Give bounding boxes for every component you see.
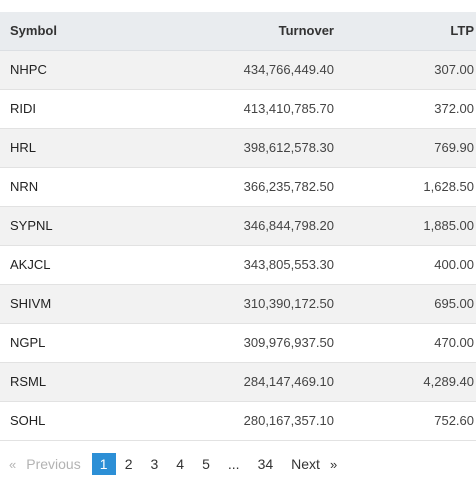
cell-symbol[interactable]: HRL bbox=[10, 140, 37, 155]
turnover-table: Symbol Turnover LTP NHPC 434,766,449.40 … bbox=[0, 12, 476, 441]
cell-turnover: 398,612,578.30 bbox=[243, 140, 334, 155]
cell-ltp: 769.90 bbox=[434, 140, 474, 155]
cell-ltp: 307.00 bbox=[434, 62, 474, 77]
turnover-table-widget: Symbol Turnover LTP NHPC 434,766,449.40 … bbox=[0, 12, 476, 480]
table-row: AKJCL 343,805,553.30 400.00 bbox=[0, 245, 476, 284]
table-row: HRL 398,612,578.30 769.90 bbox=[0, 128, 476, 167]
previous-label: Previous bbox=[26, 456, 81, 472]
table-body: NHPC 434,766,449.40 307.00 RIDI 413,410,… bbox=[0, 50, 476, 440]
table-row: SOHL 280,167,357.10 752.60 bbox=[0, 401, 476, 440]
cell-turnover: 434,766,449.40 bbox=[243, 62, 334, 77]
table-row: RIDI 413,410,785.70 372.00 bbox=[0, 89, 476, 128]
double-chevron-left-icon: « bbox=[9, 456, 17, 472]
cell-turnover: 309,976,937.50 bbox=[243, 335, 334, 350]
cell-turnover: 413,410,785.70 bbox=[243, 101, 334, 116]
page-button-4[interactable]: 4 bbox=[176, 456, 185, 472]
cell-turnover: 346,844,798.20 bbox=[243, 218, 334, 233]
cell-ltp: 752.60 bbox=[434, 413, 474, 428]
cell-ltp: 695.00 bbox=[434, 296, 474, 311]
previous-page-button[interactable]: « Previous bbox=[4, 453, 86, 475]
page-button-3[interactable]: 3 bbox=[150, 456, 159, 472]
cell-turnover: 366,235,782.50 bbox=[243, 179, 334, 194]
cell-turnover: 343,805,553.30 bbox=[243, 257, 334, 272]
page-button-5[interactable]: 5 bbox=[202, 456, 210, 472]
cell-ltp: 1,885.00 bbox=[423, 218, 474, 233]
double-chevron-right-icon: » bbox=[329, 456, 338, 472]
next-label: Next bbox=[291, 456, 320, 472]
table-header: Symbol Turnover LTP bbox=[0, 12, 476, 51]
table-row: SYPNL 346,844,798.20 1,885.00 bbox=[0, 206, 476, 245]
pagination: « Previous 1 2 3 4 5 ... 34 Next » bbox=[0, 452, 342, 476]
page-button-34[interactable]: 34 bbox=[257, 456, 274, 472]
cell-symbol[interactable]: NGPL bbox=[10, 335, 46, 350]
cell-symbol[interactable]: AKJCL bbox=[10, 257, 51, 272]
cell-symbol[interactable]: RIDI bbox=[10, 101, 36, 116]
cell-symbol[interactable]: SHIVM bbox=[10, 296, 52, 311]
table-row: NRN 366,235,782.50 1,628.50 bbox=[0, 167, 476, 206]
header-row: Symbol Turnover LTP bbox=[0, 12, 476, 51]
cell-symbol[interactable]: RSML bbox=[10, 374, 47, 389]
page-button-1[interactable]: 1 bbox=[91, 453, 116, 475]
cell-symbol[interactable]: NHPC bbox=[10, 62, 47, 77]
cell-symbol[interactable]: SOHL bbox=[10, 413, 46, 428]
table-row: NHPC 434,766,449.40 307.00 bbox=[0, 50, 476, 89]
column-header-turnover[interactable]: Turnover bbox=[130, 12, 344, 51]
table-row: NGPL 309,976,937.50 470.00 bbox=[0, 323, 476, 362]
cell-ltp: 372.00 bbox=[434, 101, 474, 116]
cell-ltp: 400.00 bbox=[434, 257, 474, 272]
table-row: RSML 284,147,469.10 4,289.40 bbox=[0, 362, 476, 401]
table-row: SHIVM 310,390,172.50 695.00 bbox=[0, 284, 476, 323]
column-header-ltp[interactable]: LTP bbox=[344, 12, 476, 51]
page-button-2[interactable]: 2 bbox=[124, 456, 133, 472]
cell-turnover: 310,390,172.50 bbox=[243, 296, 334, 311]
cell-ltp: 1,628.50 bbox=[423, 179, 474, 194]
cell-symbol[interactable]: SYPNL bbox=[10, 218, 53, 233]
pagination-ellipsis: ... bbox=[227, 456, 240, 472]
cell-turnover: 284,147,469.10 bbox=[243, 374, 334, 389]
column-header-symbol[interactable]: Symbol bbox=[0, 12, 130, 51]
cell-ltp: 4,289.40 bbox=[423, 374, 474, 389]
cell-ltp: 470.00 bbox=[434, 335, 474, 350]
cell-turnover: 280,167,357.10 bbox=[243, 413, 334, 428]
cell-symbol[interactable]: NRN bbox=[10, 179, 39, 194]
next-page-button[interactable]: Next » bbox=[286, 453, 342, 475]
